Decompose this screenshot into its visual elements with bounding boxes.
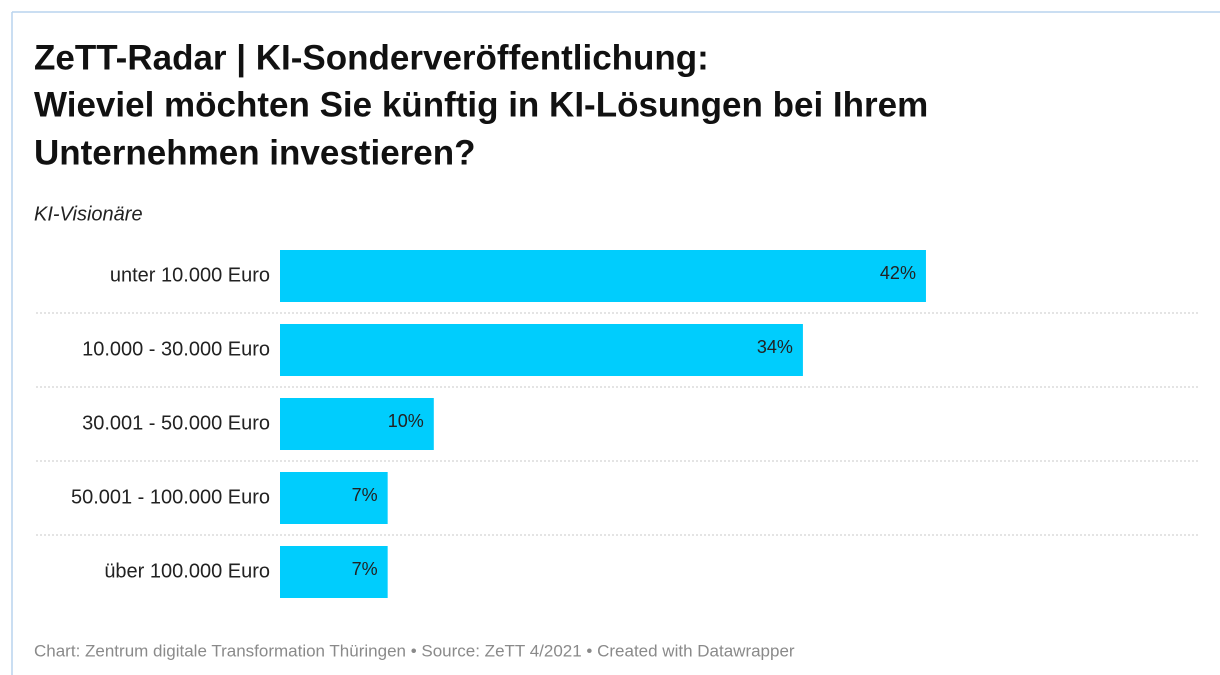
category-label: unter 10.000 Euro: [110, 264, 270, 286]
bar: [280, 324, 803, 376]
chart-title: Unternehmen investieren?: [34, 133, 476, 172]
value-label: 7%: [352, 559, 378, 579]
category-label: 50.001 - 100.000 Euro: [71, 486, 270, 508]
chart-title: ZeTT-Radar | KI-Sonderveröffentlichung:: [34, 38, 709, 77]
bar: [280, 472, 388, 524]
category-label: 10.000 - 30.000 Euro: [82, 338, 270, 360]
footer: Chart: Zentrum digitale Transformation T…: [34, 641, 795, 660]
chart-subtitle: KI-Visionäre: [34, 203, 143, 225]
value-label: 42%: [880, 263, 916, 283]
bar: [280, 250, 926, 302]
category-label: 30.001 - 50.000 Euro: [82, 412, 270, 434]
bar: [280, 398, 434, 450]
category-label: über 100.000 Euro: [104, 560, 270, 582]
value-label: 7%: [352, 485, 378, 505]
value-label: 10%: [388, 411, 424, 431]
value-label: 34%: [757, 337, 793, 357]
bar: [280, 546, 388, 598]
chart-title: Wieviel möchten Sie künftig in KI-Lösung…: [34, 85, 928, 124]
